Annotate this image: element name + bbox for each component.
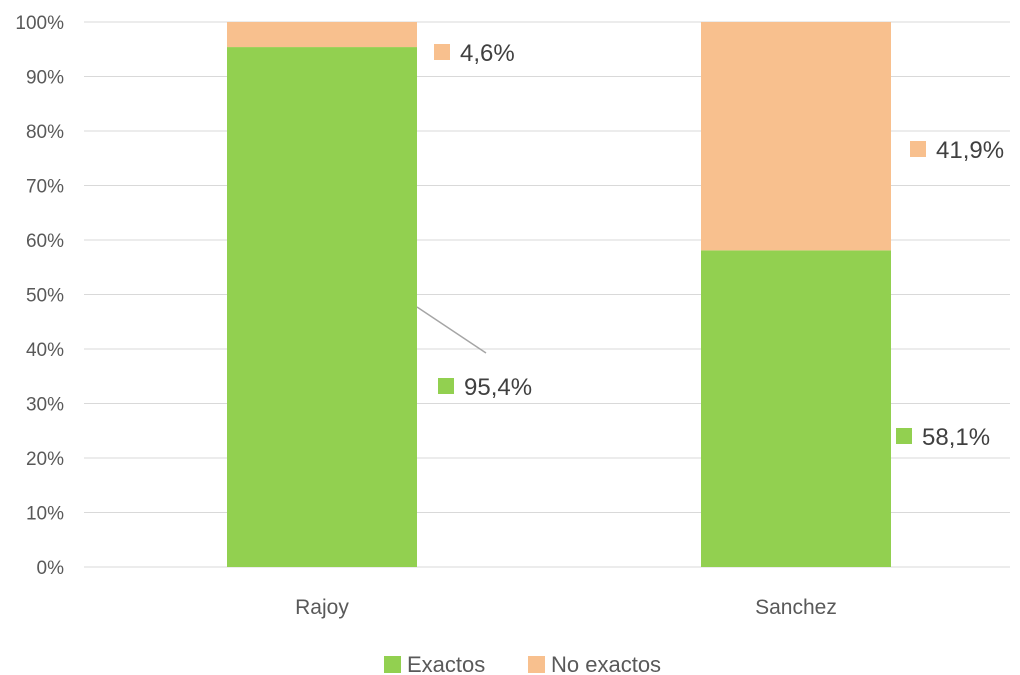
y-tick-label: 0% [37,558,65,579]
y-tick-label: 10% [26,504,64,525]
y-tick-label: 60% [26,231,64,252]
data-label: 58,1% [922,424,990,451]
y-tick-label: 40% [26,340,64,361]
y-tick-label: 100% [15,13,64,34]
data-label: 4,6% [460,40,515,67]
legend-swatch [384,656,401,673]
legend-label: No exactos [551,652,661,675]
data-label-swatch [896,428,912,444]
data-label: 41,9% [936,137,1004,164]
bar-exactos-sanchez [701,250,891,568]
data-label-swatch [438,378,454,394]
y-tick-label: 80% [26,122,64,143]
category-label: Rajoy [295,596,349,619]
y-tick-label: 20% [26,449,64,470]
data-label: 95,4% [464,374,532,401]
category-label: Sanchez [755,596,837,619]
bar-exactos-rajoy [227,47,417,567]
bars [227,22,891,568]
legend: Exactos No exactos [384,652,661,675]
data-label-swatch [910,141,926,157]
leader-line [416,306,487,354]
y-tick-label: 50% [26,286,64,307]
legend-label: Exactos [407,652,485,675]
y-axis-ticks: 0% 10% 20% 30% 40% 50% 60% 70% 80% 90% 100% [15,13,64,579]
y-tick-label: 70% [26,177,64,198]
x-axis-categories: Rajoy Sanchez [295,596,837,619]
y-tick-label: 30% [26,395,64,416]
data-label-swatch [434,44,450,60]
bar-no-exactos-rajoy [227,22,417,48]
bar-no-exactos-sanchez [701,22,891,251]
legend-swatch [528,656,545,673]
y-tick-label: 90% [26,68,64,89]
data-labels: 95,4% 4,6% 58,1% 41,9% [416,40,1004,451]
